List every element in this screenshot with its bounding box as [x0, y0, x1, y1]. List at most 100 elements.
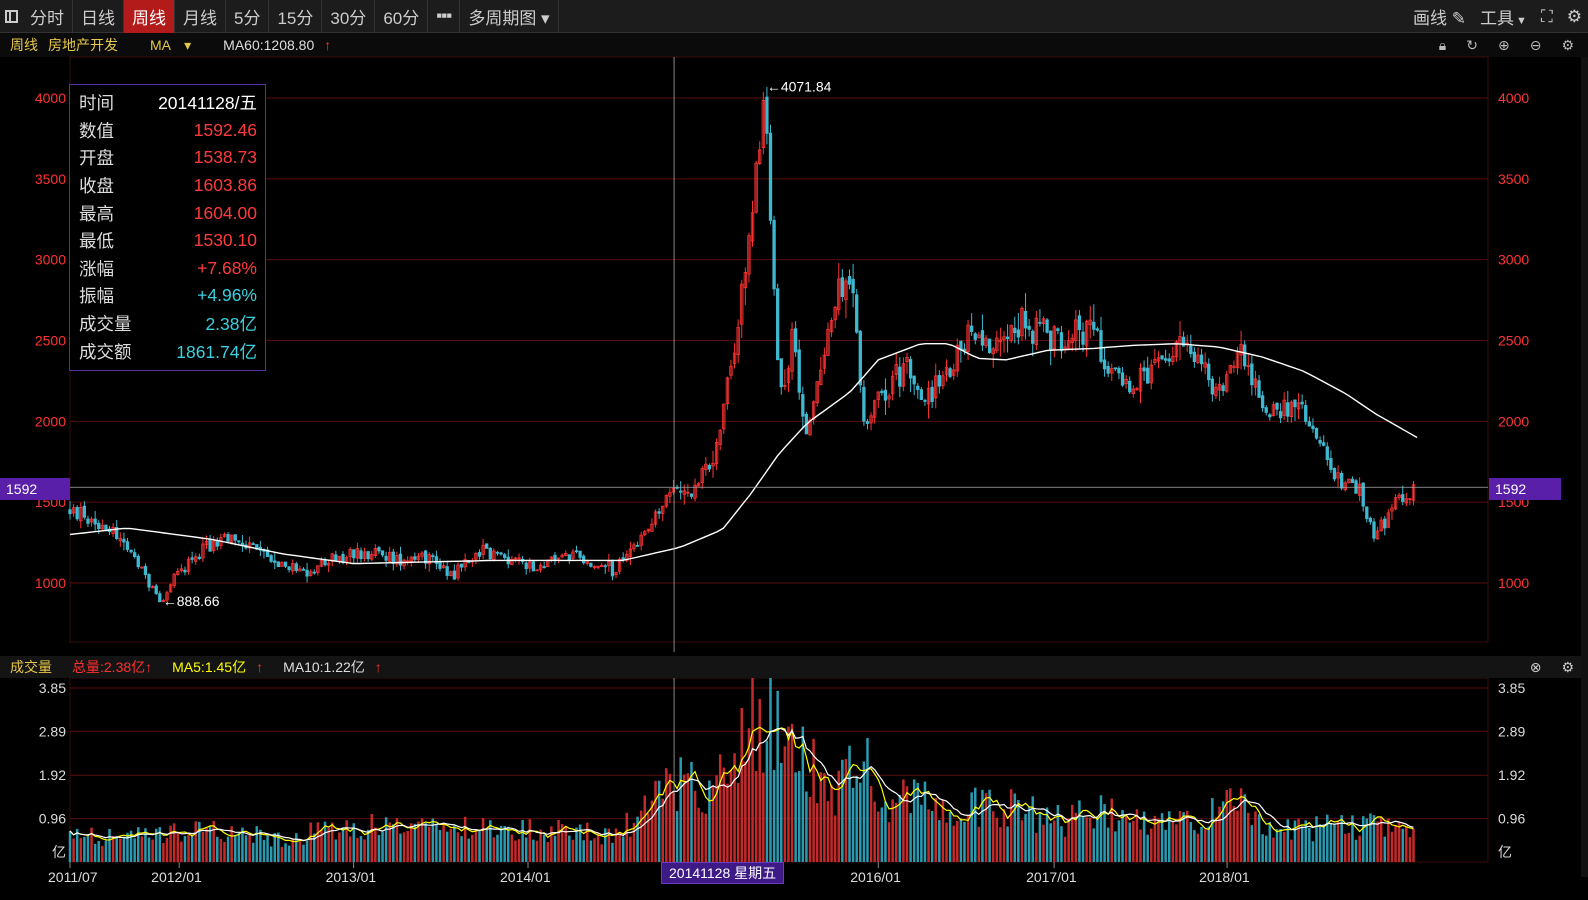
candle-body [926, 387, 931, 405]
info-value: 1530.10 [193, 230, 257, 251]
more-periods-button[interactable]: ▪▪▪ [428, 0, 461, 33]
candle-body [524, 562, 528, 570]
volume-bar [912, 779, 916, 862]
zoom-out-icon[interactable]: ⊖ [1529, 36, 1542, 53]
volume-bar [589, 840, 593, 862]
info-row: 成交量 2.38亿 [79, 310, 257, 338]
candle-body [689, 493, 694, 497]
volume-bar [762, 772, 765, 862]
candle-body [456, 564, 460, 579]
multi-period-dropdown[interactable]: 多周期图 ▾ [460, 0, 559, 33]
volume-unit-right: 亿 [1498, 844, 1512, 860]
volume-bar [564, 826, 567, 862]
zoom-in-icon[interactable]: ⊕ [1497, 36, 1510, 53]
volume-bar [1347, 832, 1351, 862]
draw-line-button[interactable]: 画线 ✎ [1413, 4, 1466, 29]
tab-30min[interactable]: 30分 [322, 0, 376, 33]
volume-bar [1318, 824, 1322, 862]
candle-body [1307, 421, 1311, 427]
candle-body [71, 507, 76, 514]
price-tick-right: 3000 [1498, 252, 1529, 268]
tab-5min[interactable]: 5分 [226, 0, 270, 33]
candle-body [1113, 367, 1118, 370]
candle-body [398, 553, 403, 566]
tab-60min[interactable]: 60分 [375, 0, 429, 33]
candle-body [1199, 354, 1204, 365]
volume-bar [111, 836, 115, 862]
volume-bar [499, 825, 503, 862]
volume-bar [320, 829, 323, 862]
candle-body [510, 558, 514, 566]
info-label: 成交量 [79, 314, 132, 335]
scrollbar[interactable] [1581, 57, 1588, 877]
volume-bar [72, 838, 75, 862]
volume-bar [341, 827, 345, 862]
candle-body [474, 553, 478, 560]
volume-bar [1053, 820, 1056, 862]
volume-settings-icon[interactable]: ⚙ [1561, 658, 1574, 675]
candle-body [1314, 428, 1319, 439]
tools-dropdown[interactable]: 工具 ▼ [1480, 4, 1527, 29]
price-tick-right: 4000 [1498, 90, 1529, 106]
candle-body [1289, 401, 1294, 418]
candle-body [1153, 359, 1157, 363]
candle-body [1411, 484, 1416, 501]
volume-bar [844, 758, 848, 862]
period-label: 周线 [10, 37, 38, 53]
tab-15min[interactable]: 15分 [269, 0, 323, 33]
volume-bar [1394, 825, 1397, 862]
candle-body [815, 381, 819, 404]
fullscreen-icon[interactable]: ⛶ [1540, 6, 1553, 26]
refresh-icon[interactable]: ↻ [1466, 36, 1478, 53]
price-tick-left: 2500 [35, 333, 66, 349]
tab-timeshare[interactable]: 分时 [22, 0, 73, 33]
indicator-select[interactable]: MA ▾ [140, 37, 191, 54]
lock-icon[interactable]: 🔒︎ [1438, 36, 1447, 53]
candle-body [395, 555, 399, 565]
close-icon[interactable]: ⊗ [1529, 658, 1542, 675]
volume-bar [1049, 823, 1052, 862]
candle-body [1005, 336, 1010, 340]
volume-bar [287, 845, 291, 862]
volume-bar [359, 836, 363, 862]
price-tick-right: 2500 [1498, 333, 1529, 349]
volume-bar [431, 818, 435, 862]
volume-ma5: MA5:1.45亿 ↑ [172, 659, 264, 675]
candle-body [1009, 325, 1013, 341]
chevron-down-icon: ▾ [184, 36, 192, 53]
chart-settings-icon[interactable]: ⚙ [1561, 36, 1574, 53]
volume-tick-left: 1.92 [39, 767, 66, 783]
tab-weekly[interactable]: 周线 [124, 0, 175, 33]
volume-bar [995, 817, 999, 862]
candle-body [650, 523, 654, 532]
candle-body [136, 555, 140, 568]
info-row: 数值 1592.46 [79, 117, 257, 145]
candle-body [237, 540, 241, 543]
candle-body [1120, 372, 1125, 386]
volume-bar [887, 822, 891, 862]
volume-bar [1063, 836, 1067, 862]
candle-body [122, 538, 126, 543]
candle-body [564, 553, 568, 556]
candle-body [1192, 351, 1197, 362]
price-tick-left: 1000 [35, 575, 66, 591]
candle-body [82, 505, 87, 518]
volume-bar [147, 837, 151, 862]
candle-body [1393, 497, 1398, 510]
candle-body [614, 572, 618, 576]
panel-toggle-icon[interactable] [0, 0, 22, 33]
tab-monthly[interactable]: 月线 [175, 0, 226, 33]
volume-bar [830, 785, 833, 862]
volume-bar [1239, 788, 1243, 862]
main-chart-header: 周线 房地产开发 MA ▾ MA60:1208.80 ↑ 🔒︎ ↻ ⊕ ⊖ ⚙ [0, 33, 1588, 57]
volume-bar [683, 774, 686, 862]
volume-bar [841, 759, 844, 862]
pencil-icon: ✎ [1451, 9, 1466, 28]
volume-bar [1308, 827, 1311, 862]
volume-bar [661, 798, 664, 862]
tab-daily[interactable]: 日线 [73, 0, 124, 33]
settings-icon[interactable]: ⚙ [1566, 6, 1582, 26]
candle-body [118, 537, 122, 542]
candle-body [273, 560, 277, 563]
